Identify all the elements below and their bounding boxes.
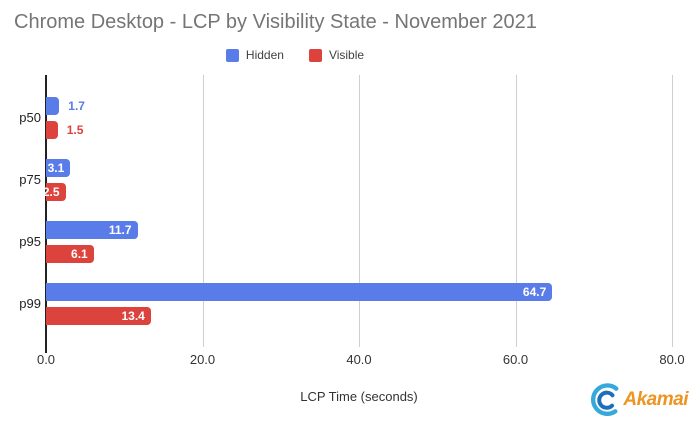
bar-visible-p50[interactable]	[46, 121, 58, 139]
category-axis-labels: p50 p75 p95 p99	[0, 75, 41, 347]
category-label-p99: p99	[19, 296, 41, 311]
x-axis-title: LCP Time (seconds)	[300, 389, 418, 404]
akamai-logo: Akamai	[587, 382, 688, 418]
plot-area: 1.7 1.5 3.1 2.5 11.7 6.1 64.7 13.4	[42, 75, 673, 347]
bar-value-label: 2.5	[42, 185, 60, 199]
legend-item-visible[interactable]: Visible	[308, 48, 365, 62]
category-label-p95: p95	[19, 234, 41, 249]
legend-label: Visible	[328, 48, 365, 62]
x-axis-tick-labels: 0.0 20.0 40.0 60.0 80.0	[37, 352, 685, 368]
bar-visible-p75[interactable]: 2.5	[42, 183, 66, 201]
bar-value-label: 11.7	[108, 223, 132, 237]
gridline	[202, 75, 204, 347]
category-label-p50: p50	[19, 110, 41, 125]
bar-value-label: 1.7	[68, 99, 85, 113]
bar-hidden-p50[interactable]	[46, 97, 60, 115]
bar-value-label: 3.1	[47, 161, 65, 175]
bar-hidden-p95[interactable]: 11.7	[46, 221, 138, 239]
gridline	[515, 75, 517, 347]
gridline	[672, 75, 673, 347]
x-tick-label: 20.0	[189, 352, 216, 367]
legend-label: Hidden	[245, 48, 284, 62]
x-tick-label: 60.0	[502, 352, 529, 367]
akamai-swoosh-icon	[591, 383, 619, 416]
legend: Hidden Visible	[0, 48, 590, 62]
chart-title: Chrome Desktop - LCP by Visibility State…	[14, 11, 537, 33]
bar-value-label: 64.7	[522, 285, 547, 299]
x-tick-label: 80.0	[659, 352, 685, 367]
bar-visible-p95[interactable]: 6.1	[46, 245, 94, 263]
gridline	[359, 75, 360, 347]
legend-item-hidden[interactable]: Hidden	[225, 48, 284, 62]
bar-visible-p99[interactable]: 13.4	[46, 307, 151, 325]
bar-value-label: 1.5	[66, 123, 84, 137]
category-label-p75: p75	[19, 172, 41, 187]
bar-value-label: 6.1	[71, 247, 88, 261]
bar-hidden-p75[interactable]: 3.1	[46, 159, 71, 177]
akamai-logo-text: Akamai	[623, 389, 688, 410]
legend-swatch-icon	[308, 48, 322, 62]
bar-value-label: 13.4	[121, 309, 145, 323]
y-axis-baseline	[45, 75, 47, 353]
x-tick-label: 40.0	[346, 352, 372, 367]
legend-swatch-icon	[225, 48, 239, 62]
x-tick-label: 0.0	[36, 352, 56, 367]
bar-hidden-p99[interactable]: 64.7	[46, 283, 553, 301]
